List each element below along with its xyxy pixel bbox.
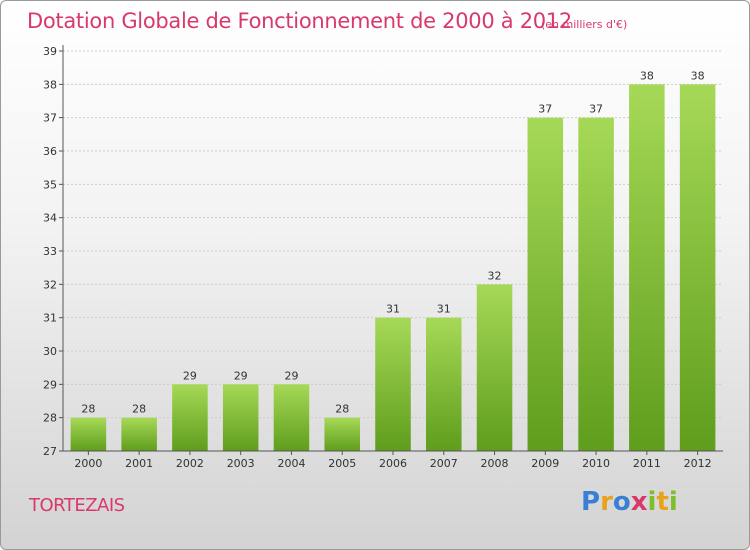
x-tick-label-2006: 2006 [379,457,407,470]
x-tick-label-2011: 2011 [633,457,661,470]
value-label-2002: 29 [183,369,197,382]
logo-letter: r [600,487,613,517]
value-label-2011: 38 [640,69,654,82]
y-tick-label: 38 [43,78,57,91]
y-tick-label: 29 [43,378,57,391]
bar-2005 [324,417,360,451]
x-tick-label-2005: 2005 [328,457,356,470]
x-tick-label-2003: 2003 [227,457,255,470]
logo-letter: x [630,487,648,517]
y-tick-label: 30 [43,345,57,358]
value-label-2006: 31 [386,303,400,316]
y-tick-label: 36 [43,145,57,158]
logo-letter: i [647,487,657,517]
bar-2001 [121,417,157,451]
bar-2007 [426,317,462,451]
bar-2002 [172,384,208,451]
bar-2012 [679,84,716,451]
bar-2006 [375,317,411,451]
proxiti-logo: Proxiti [581,487,678,517]
y-tick-label: 32 [43,278,57,291]
bar-2011 [629,84,665,451]
x-tick-label-2009: 2009 [531,457,559,470]
logo-letter: P [581,487,601,517]
logo-letter: t [656,487,669,517]
chart-unit: (en milliers d'€) [541,18,628,31]
x-tick-label-2001: 2001 [125,457,153,470]
axis-layer: 27 28 29 30 31 32 33 34 35 36 37 38 39 [43,45,723,458]
y-tick-label: 31 [43,312,57,325]
chart-title: Dotation Globale de Fonctionnement de 20… [27,9,572,33]
value-label-2001: 28 [132,403,146,416]
value-label-2000: 28 [81,403,95,416]
label-layer: 28 2000 28 2001 29 2002 29 2003 29 2004 28 2005 31 20… [74,69,711,470]
bar-2003 [222,384,259,451]
x-tick-label-2012: 2012 [684,457,712,470]
logo-letter: o [612,487,631,517]
bar-2010 [578,117,614,452]
commune-name: TORTEZAIS [29,495,125,516]
value-label-2012: 38 [691,69,705,82]
x-tick-label-2007: 2007 [430,457,458,470]
bar-2004 [273,384,310,451]
x-tick-label-2002: 2002 [176,457,204,470]
y-tick-label: 27 [43,445,57,458]
value-label-2004: 29 [284,369,298,382]
y-tick-label: 37 [43,112,57,125]
logo-letter: i [668,487,678,517]
x-tick-label-2010: 2010 [582,457,610,470]
value-label-2009: 37 [538,103,552,116]
y-tick-label: 28 [43,412,57,425]
y-tick-label: 33 [43,245,57,258]
y-tick-label: 39 [43,45,57,58]
value-label-2003: 29 [234,369,248,382]
value-label-2008: 32 [488,269,502,282]
value-label-2005: 28 [335,403,349,416]
x-tick-label-2004: 2004 [277,457,305,470]
x-tick-label-2000: 2000 [74,457,102,470]
bar-layer [70,84,716,452]
bar-2000 [70,417,107,451]
x-tick-label-2008: 2008 [481,457,509,470]
bar-2008 [476,284,513,451]
y-tick-label: 34 [43,212,57,225]
bar-2009 [527,117,564,452]
value-label-2010: 37 [589,103,603,116]
value-label-2007: 31 [437,303,451,316]
y-tick-label: 35 [43,178,57,191]
